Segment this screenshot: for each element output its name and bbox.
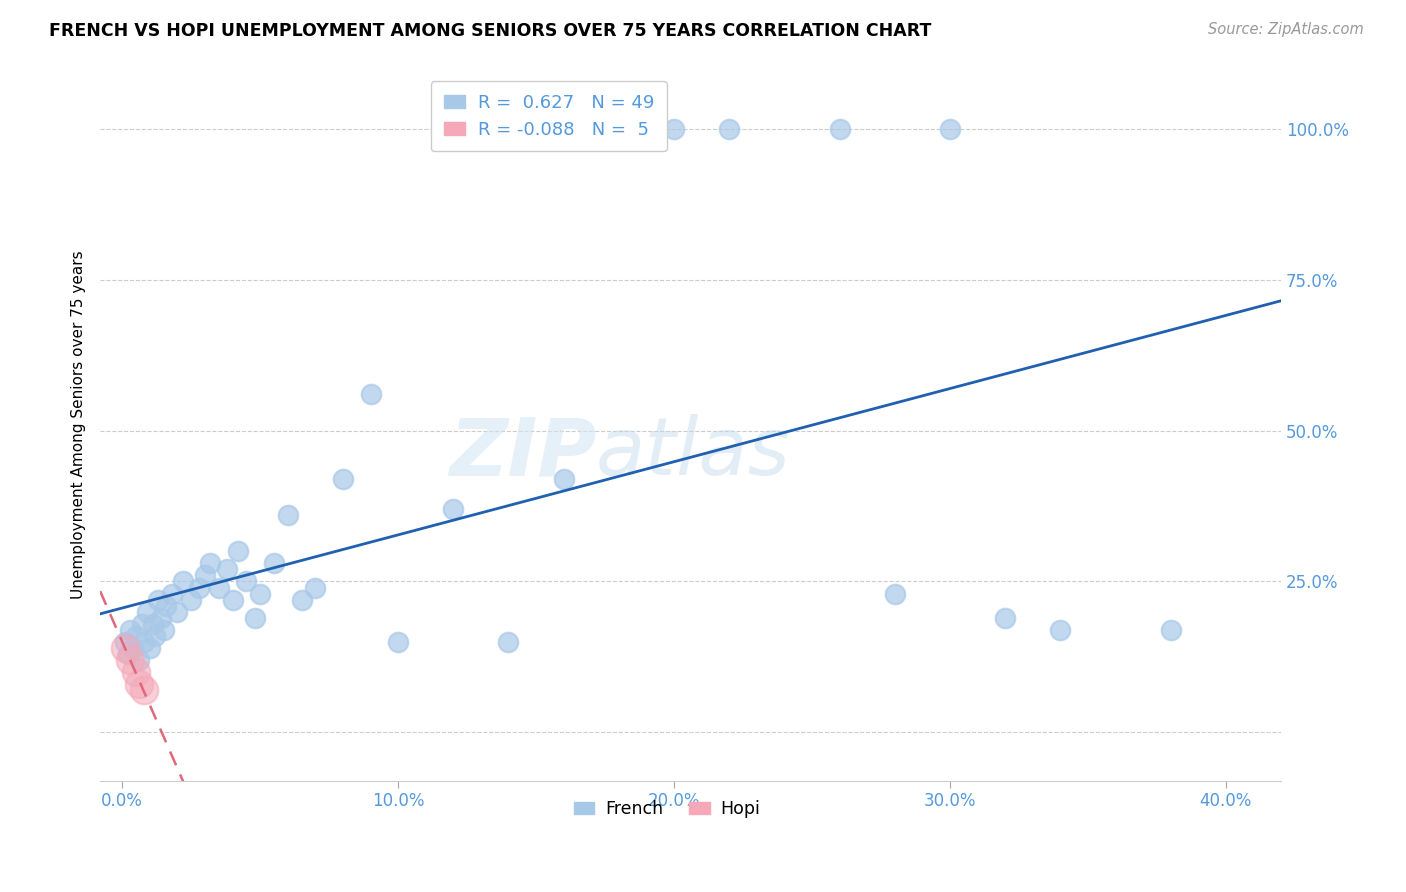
Point bbox=[235, 574, 257, 589]
Point bbox=[188, 581, 211, 595]
Text: ZIP: ZIP bbox=[449, 414, 596, 492]
Point bbox=[194, 568, 217, 582]
Point bbox=[828, 121, 851, 136]
Point bbox=[120, 653, 142, 667]
Point bbox=[215, 562, 238, 576]
Point bbox=[332, 472, 354, 486]
Point bbox=[134, 683, 156, 698]
Point bbox=[263, 557, 285, 571]
Point bbox=[304, 581, 326, 595]
Point bbox=[172, 574, 194, 589]
Point bbox=[166, 605, 188, 619]
Point bbox=[994, 610, 1017, 624]
Point bbox=[1049, 623, 1071, 637]
Point bbox=[146, 592, 169, 607]
Text: FRENCH VS HOPI UNEMPLOYMENT AMONG SENIORS OVER 75 YEARS CORRELATION CHART: FRENCH VS HOPI UNEMPLOYMENT AMONG SENIOR… bbox=[49, 22, 932, 40]
Point bbox=[387, 635, 409, 649]
Point bbox=[120, 623, 142, 637]
Text: atlas: atlas bbox=[596, 414, 790, 492]
Point bbox=[553, 472, 575, 486]
Point bbox=[136, 605, 159, 619]
Point bbox=[131, 616, 153, 631]
Point bbox=[141, 616, 163, 631]
Point bbox=[117, 647, 139, 661]
Point bbox=[290, 592, 312, 607]
Point bbox=[221, 592, 243, 607]
Point bbox=[360, 387, 382, 401]
Point bbox=[125, 629, 148, 643]
Point bbox=[114, 635, 136, 649]
Point bbox=[939, 121, 962, 136]
Text: Source: ZipAtlas.com: Source: ZipAtlas.com bbox=[1208, 22, 1364, 37]
Point bbox=[718, 121, 741, 136]
Point bbox=[149, 610, 172, 624]
Point bbox=[200, 557, 222, 571]
Point bbox=[155, 599, 177, 613]
Point bbox=[139, 640, 162, 655]
Point bbox=[243, 610, 266, 624]
Point bbox=[226, 544, 249, 558]
Point bbox=[277, 508, 299, 522]
Point bbox=[143, 629, 166, 643]
Point bbox=[208, 581, 231, 595]
Point bbox=[122, 640, 145, 655]
Point bbox=[128, 653, 150, 667]
Point bbox=[498, 635, 520, 649]
Legend: French, Hopi: French, Hopi bbox=[567, 794, 768, 825]
Point bbox=[607, 121, 630, 136]
Point bbox=[1160, 623, 1182, 637]
Point bbox=[128, 677, 150, 691]
Point bbox=[160, 586, 183, 600]
Point bbox=[134, 635, 156, 649]
Point bbox=[152, 623, 174, 637]
Point bbox=[125, 665, 148, 679]
Point bbox=[662, 121, 685, 136]
Point bbox=[180, 592, 202, 607]
Point bbox=[883, 586, 905, 600]
Point bbox=[114, 640, 136, 655]
Y-axis label: Unemployment Among Seniors over 75 years: Unemployment Among Seniors over 75 years bbox=[72, 251, 86, 599]
Point bbox=[249, 586, 271, 600]
Point bbox=[441, 502, 464, 516]
